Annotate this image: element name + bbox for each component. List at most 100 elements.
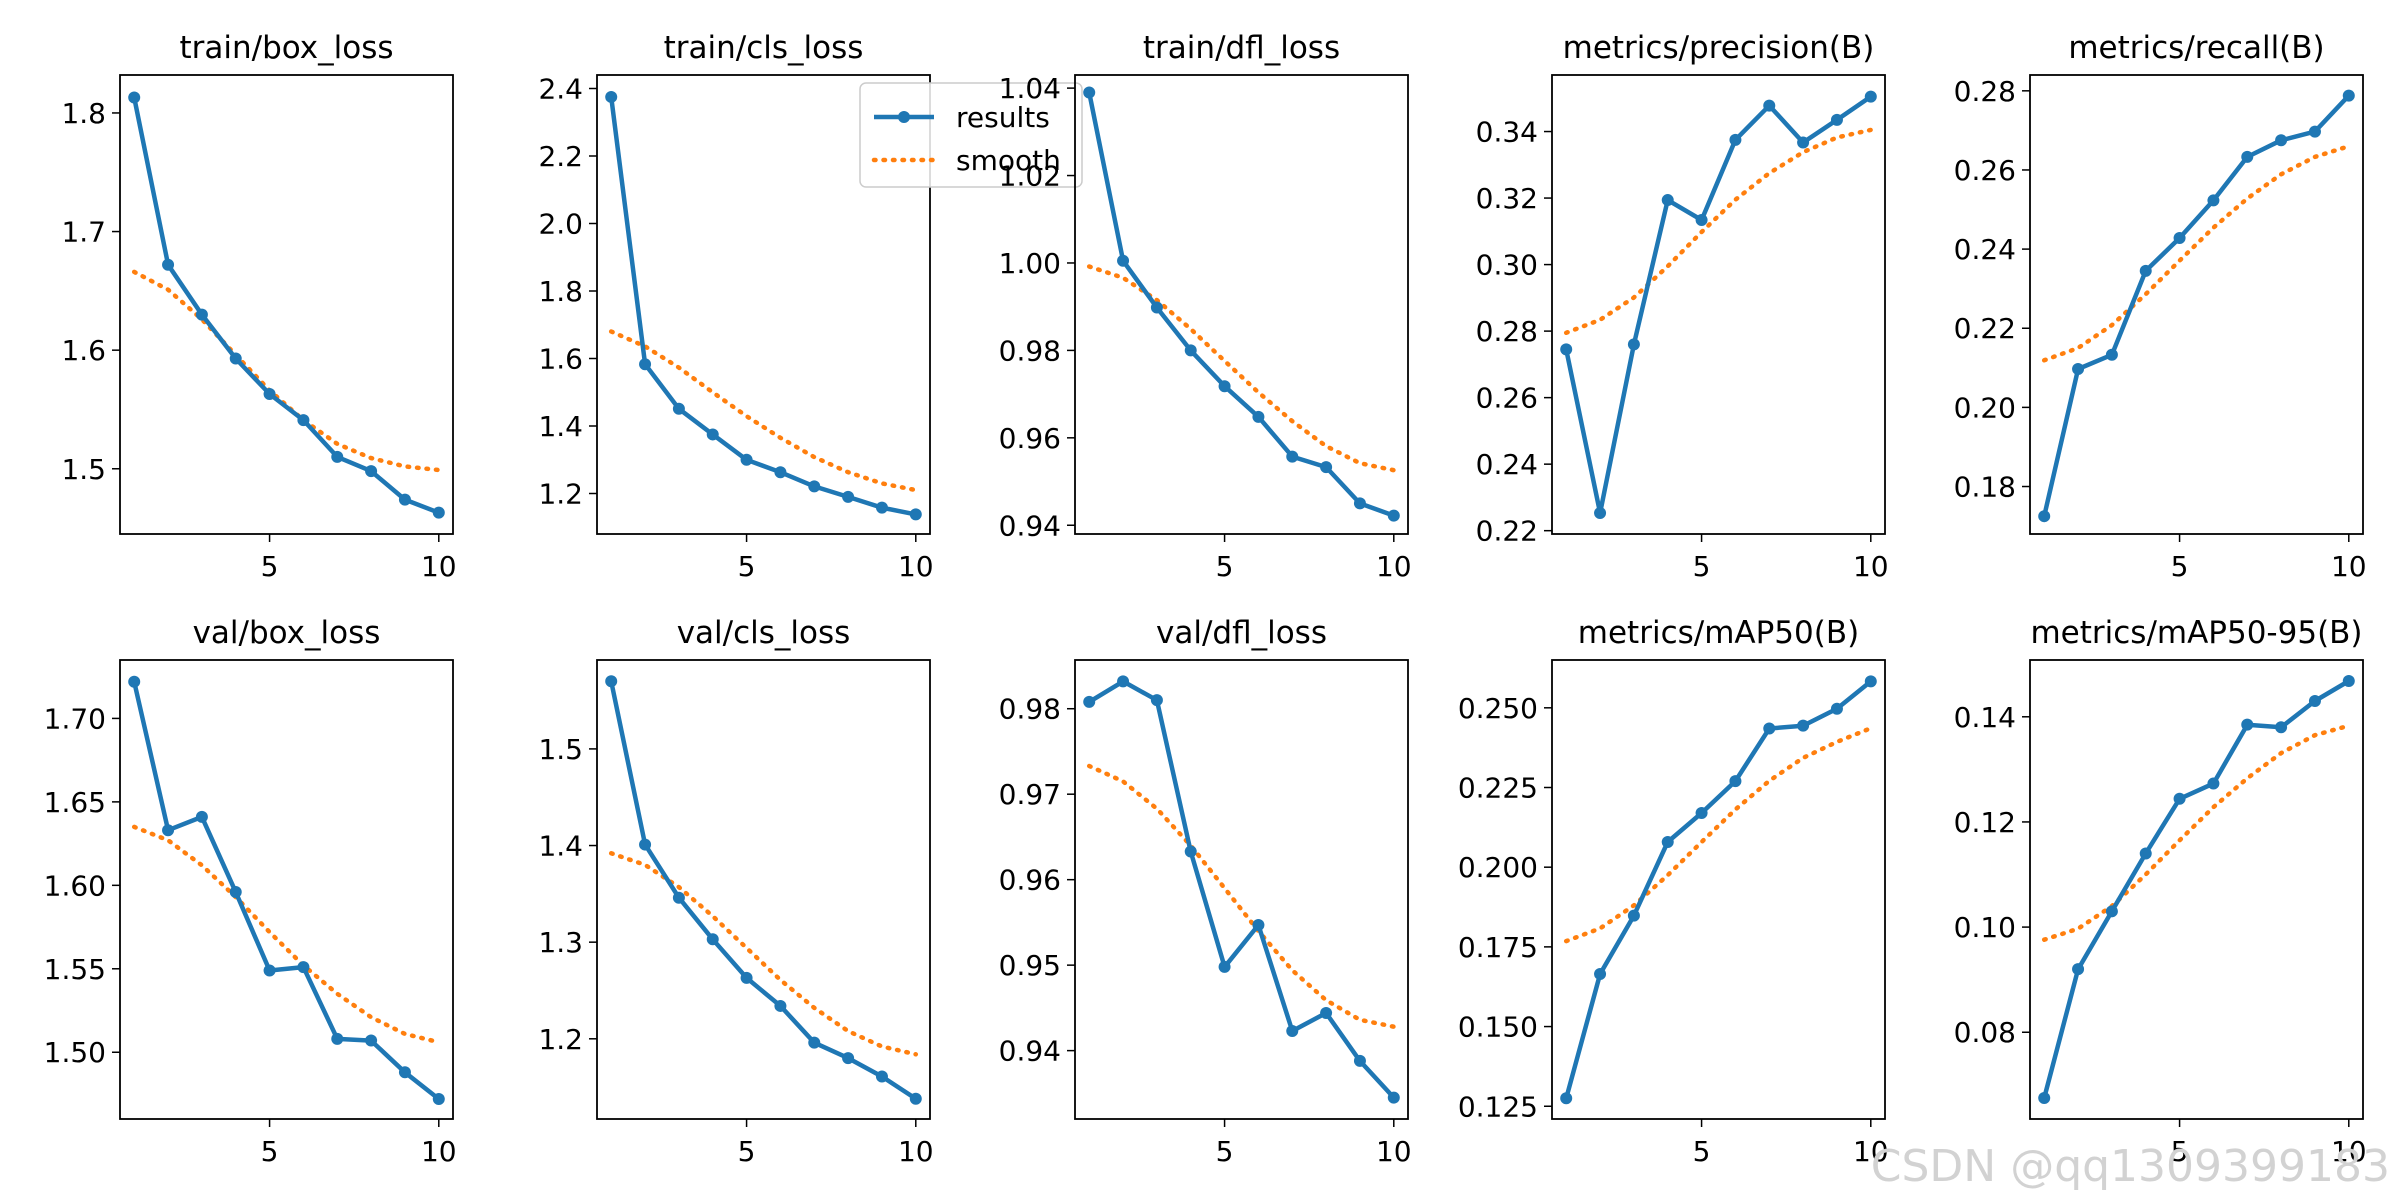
axes-frame [1551,659,1886,1120]
y-tick-label: 1.50 [44,1036,106,1069]
x-tick-label: 10 [2331,550,2367,583]
results-point [1864,675,1877,688]
panel-val-cls-loss: val/cls_loss 1.2 1.3 1.4 1.5 5 10 [538,615,933,1168]
results-point [605,675,618,688]
results-point [1763,722,1776,735]
results-point [1864,90,1877,103]
axes-frame [1074,659,1409,1120]
results-point [162,258,175,271]
y-tick-label: 0.94 [999,1035,1061,1068]
results-point [1387,509,1400,522]
x-tick-label: 5 [261,550,279,583]
y-tick-label: 0.95 [999,949,1061,982]
panel-title: metrics/recall(B) [2068,30,2324,66]
y-tick-label: 0.18 [1954,471,2016,504]
y-tick-label: 1.04 [999,72,1061,105]
results-point [1763,99,1776,112]
results-point [128,675,141,688]
y-tick-label: 0.250 [1458,692,1538,725]
results-point [2038,1091,2051,1104]
panel-title: val/cls_loss [677,615,851,651]
y-tick-label: 1.55 [44,953,106,986]
results-point [2072,963,2085,976]
axes-frame [596,74,931,535]
smooth-line [2041,143,2352,363]
y-tick-label: 0.26 [1476,382,1538,415]
y-tick-label: 0.98 [999,693,1061,726]
results-point [1286,450,1299,463]
results-point [2342,675,2355,688]
y-tick-label: 0.175 [1458,931,1538,964]
axes-frame [119,74,454,535]
results-point [1252,918,1265,931]
y-tick-label: 0.200 [1458,851,1538,884]
results-point [1184,845,1197,858]
results-point [297,961,310,974]
results-point [1353,497,1366,510]
y-tick-label: 1.70 [44,702,106,735]
results-point [365,465,378,478]
results-point [1594,967,1607,980]
y-tick-label: 1.00 [999,247,1061,280]
results-point [1695,807,1708,819]
results-point [432,506,445,519]
panel-val-box-loss: val/box_loss 1.50 1.55 1.60 1.65 1.70 5 10 [44,615,457,1168]
smooth-line [1563,725,1874,944]
results-point [1353,1054,1366,1067]
results-point [1252,410,1265,423]
legend-results-marker [898,111,910,123]
results-point [1797,136,1810,149]
x-tick-label: 10 [1376,550,1412,583]
y-tick-label: 1.8 [538,275,583,308]
results-point [639,358,652,371]
y-tick-label: 1.7 [61,216,106,249]
results-point [1150,301,1163,314]
y-tick-label: 0.26 [1954,154,2016,187]
results-point [1218,960,1231,973]
x-tick-label: 5 [1216,1135,1234,1168]
results-point [1218,380,1231,393]
legend: results smooth [859,82,1083,188]
y-tick-label: 0.150 [1458,1011,1538,1044]
results-point [331,1032,344,1045]
results-point [1117,675,1130,688]
y-tick-label: 1.8 [61,97,106,130]
results-point [842,490,855,503]
y-tick-label: 1.4 [538,830,583,863]
smooth-line [131,269,442,473]
results-point [1083,695,1096,708]
results-point [1729,133,1742,146]
smooth-line [2041,723,2352,942]
y-tick-label: 2.2 [538,140,583,173]
y-tick-label: 0.125 [1458,1090,1538,1123]
y-tick-label: 1.2 [538,1023,583,1056]
results-point [2207,777,2220,790]
results-point [706,428,719,441]
results-point [398,493,411,506]
y-tick-label: 0.30 [1476,249,1538,282]
y-tick-label: 0.28 [1954,75,2016,108]
results-point [195,810,208,823]
y-tick-label: 1.02 [999,160,1061,193]
results-point [774,466,787,479]
y-tick-label: 0.14 [1954,701,2016,734]
results-point [2342,89,2355,102]
y-tick-label: 1.3 [538,926,583,959]
y-tick-label: 1.6 [61,334,106,367]
x-tick-label: 10 [1853,550,1889,583]
panel-train-cls-loss: train/cls_loss 1.2 1.4 1.6 1.8 2.0 2.2 2.4 5 10 re… [538,30,1083,583]
results-point [1729,775,1742,788]
smooth-line [608,851,919,1057]
results-point [2207,194,2220,207]
x-tick-label: 5 [738,550,756,583]
results-point [639,838,652,851]
y-tick-label: 2.4 [538,73,583,106]
axes-frame [2029,74,2364,535]
y-tick-label: 0.20 [1954,391,2016,424]
results-point [1695,214,1708,227]
results-point [2139,264,2152,277]
y-tick-label: 0.34 [1476,116,1538,149]
y-tick-label: 0.97 [999,778,1061,811]
smooth-line [1086,763,1397,1029]
